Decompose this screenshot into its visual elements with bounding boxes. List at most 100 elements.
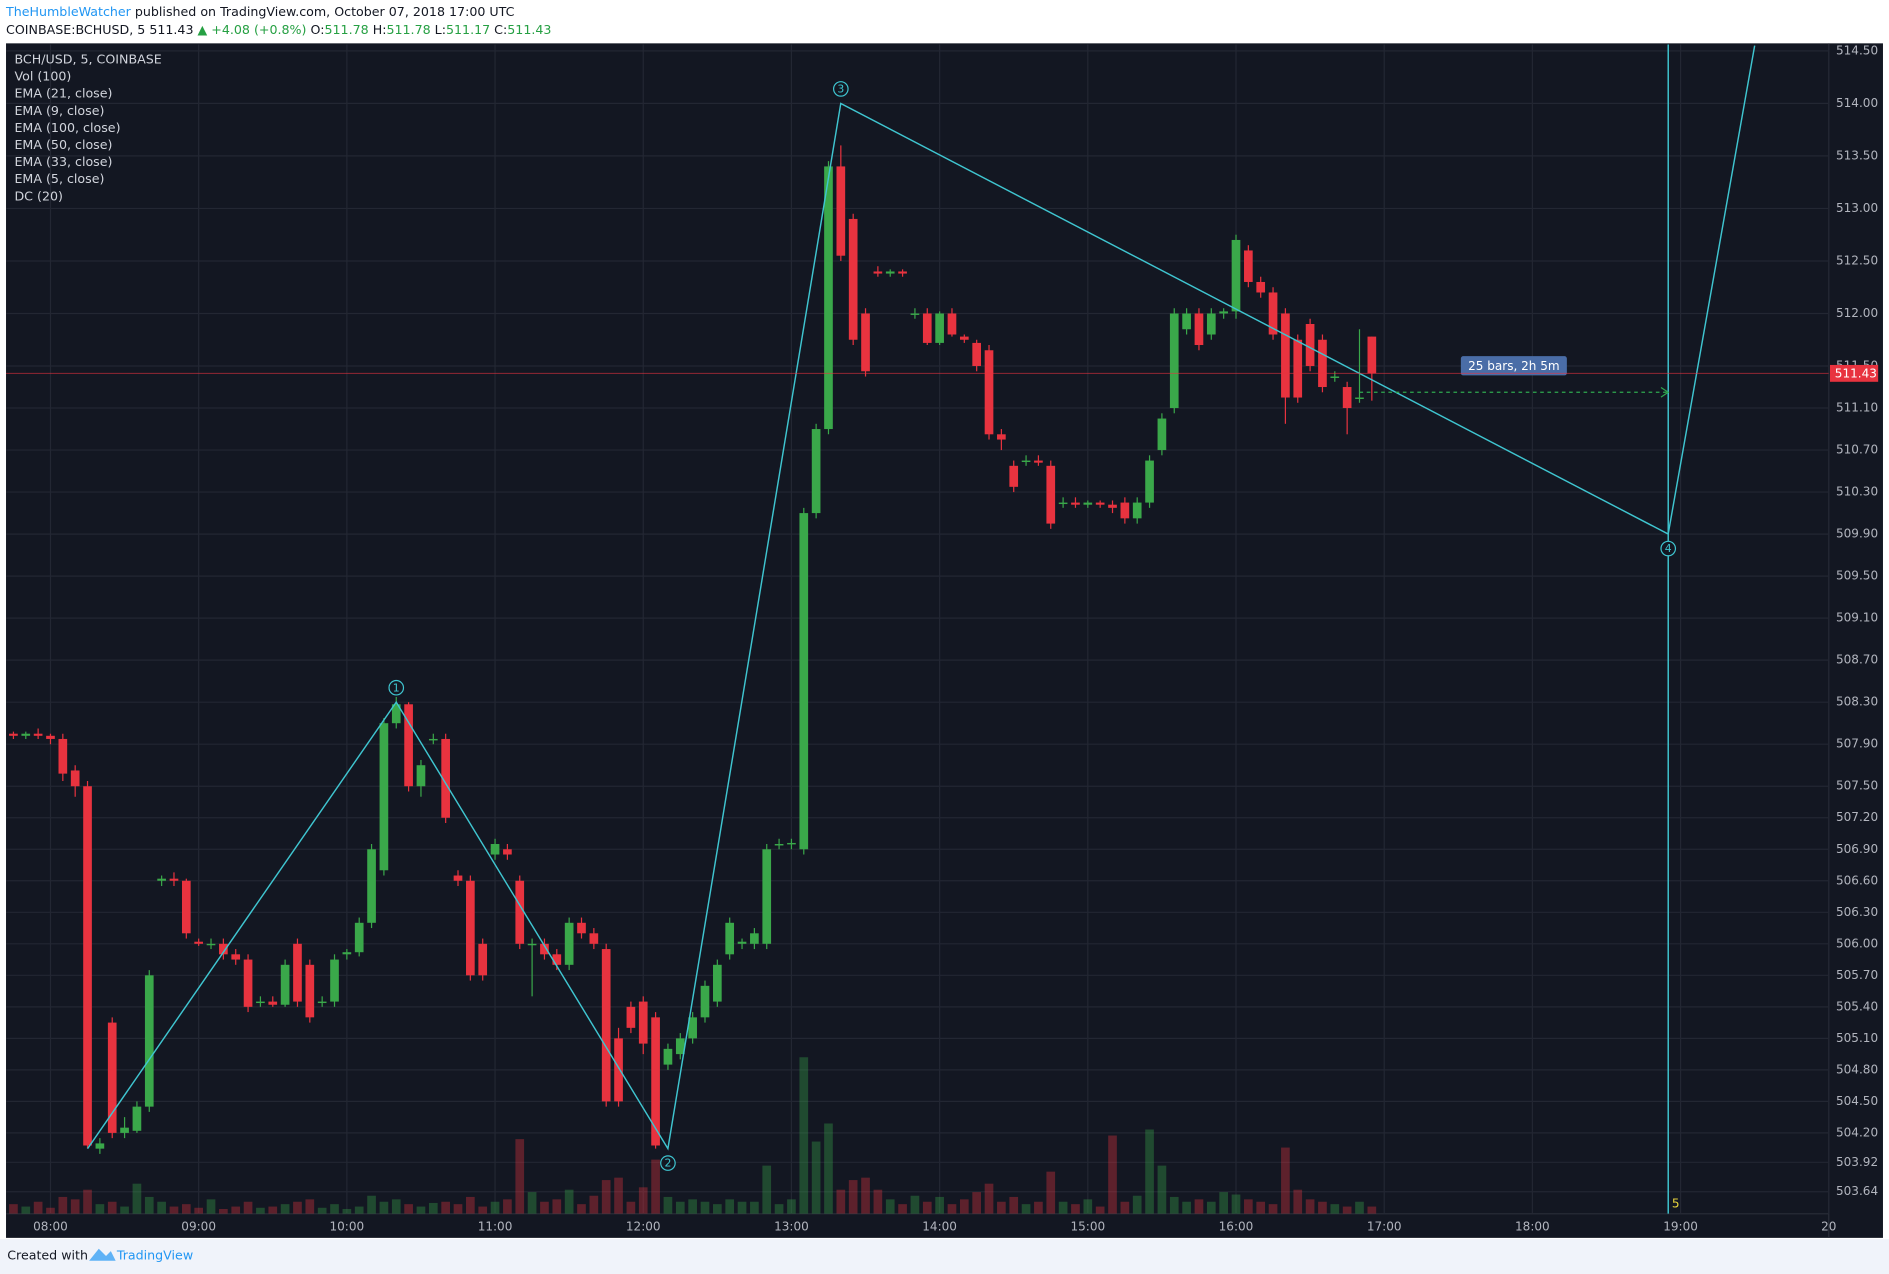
footer-brand[interactable]: TradingView — [116, 1247, 193, 1262]
volume-bar — [1145, 1129, 1154, 1214]
volume-bar — [638, 1187, 648, 1214]
x-tick-label: 17:00 — [1367, 1220, 1402, 1234]
candle-body — [873, 271, 883, 274]
candle-body — [453, 875, 463, 881]
volume-bar — [824, 1123, 833, 1214]
y-tick-label: 510.30 — [1836, 485, 1878, 499]
candle-body — [811, 429, 821, 514]
volume-bar — [21, 1206, 31, 1214]
indicator-label: EMA (5, close) — [14, 171, 104, 186]
candle-body — [317, 1001, 327, 1004]
candle-body — [428, 738, 438, 741]
volume-bar — [787, 1199, 796, 1214]
volume-bar — [1157, 1165, 1167, 1214]
footer-bar — [0, 1239, 1889, 1274]
candle-body — [910, 313, 920, 315]
volume-bar — [1355, 1201, 1364, 1214]
candle-body — [305, 964, 315, 1018]
y-tick-label: 507.90 — [1836, 737, 1878, 751]
candle-body — [1157, 418, 1167, 451]
y-tick-label: 504.80 — [1836, 1062, 1878, 1076]
y-tick-label: 507.50 — [1836, 779, 1878, 793]
axes: 514.50 514.00 513.50 513.00 512.50 512.00 511.… — [33, 43, 1879, 1234]
volume-bar — [1244, 1199, 1253, 1214]
x-tick-label: 08:00 — [33, 1220, 68, 1234]
volume-bar — [922, 1201, 932, 1214]
candle-body — [1367, 336, 1377, 374]
candle-body — [83, 786, 92, 1146]
candle-body — [157, 878, 166, 881]
candle-body — [1219, 311, 1228, 314]
volume-bar — [947, 1204, 957, 1214]
volume-bar — [293, 1201, 302, 1214]
volume-bar — [1342, 1206, 1352, 1214]
candle-body — [1194, 313, 1204, 346]
candle-body — [268, 1001, 278, 1005]
volume-bar — [688, 1199, 697, 1214]
candle-body — [1034, 460, 1043, 463]
volume-bar — [441, 1201, 450, 1214]
volume-bar — [231, 1206, 241, 1214]
volume-bar — [317, 1207, 327, 1214]
volume-bar — [243, 1201, 253, 1214]
y-tick-label: 509.90 — [1836, 527, 1878, 541]
volume-bar — [848, 1180, 858, 1214]
candle-body — [540, 943, 549, 955]
author[interactable]: TheHumbleWatcher — [5, 4, 132, 19]
volume-bar — [885, 1199, 895, 1214]
candle-body — [1169, 313, 1179, 409]
y-tick-label: 506.60 — [1836, 873, 1878, 887]
candle-body — [1244, 250, 1253, 282]
candle-body — [1182, 313, 1191, 330]
volume-bar — [503, 1199, 512, 1214]
candle-body — [280, 964, 290, 1005]
candle-body — [466, 880, 475, 976]
volume-bar — [132, 1183, 142, 1214]
grid — [6, 44, 1830, 1214]
volume-bar — [1182, 1201, 1191, 1214]
candle-body — [144, 975, 154, 1107]
candle-body — [663, 1048, 673, 1065]
volume-bar — [466, 1196, 475, 1214]
indicator-label: EMA (33, close) — [14, 154, 112, 169]
y-tick-label: 508.30 — [1836, 695, 1878, 709]
last-price-tag — [1829, 364, 1879, 382]
candle-body — [1231, 239, 1241, 312]
candle-body — [799, 513, 809, 850]
volume-bar — [428, 1202, 438, 1214]
ohlc-value: 511.78 — [324, 22, 368, 37]
x-tick-label: 15:00 — [1070, 1220, 1105, 1234]
volume-bar — [478, 1206, 488, 1214]
candle-body — [638, 1001, 648, 1044]
candle-body — [935, 313, 944, 343]
brand-logo — [89, 1248, 116, 1261]
y-tick-label: 506.00 — [1836, 936, 1878, 950]
candle-body — [354, 922, 364, 953]
header-line-1: TheHumbleWatcher published on TradingVie… — [5, 4, 515, 19]
volume-bar — [1231, 1194, 1241, 1214]
candle-body — [836, 166, 846, 256]
candle-body — [9, 733, 18, 736]
volume-bar — [157, 1201, 166, 1214]
vertical-line-label: 5 — [1672, 1197, 1680, 1211]
volume-bar — [898, 1204, 907, 1214]
x-tick-label: 09:00 — [181, 1220, 216, 1234]
published: published on TradingView.com, October 07… — [135, 4, 515, 19]
candle-body — [416, 765, 426, 787]
volume-bar — [1219, 1192, 1228, 1214]
candle-body — [737, 941, 747, 944]
indicator-label: EMA (50, close) — [14, 137, 112, 152]
candle-body — [21, 733, 31, 736]
volume-bar — [354, 1206, 364, 1214]
volume-bar — [367, 1195, 376, 1214]
measure-box — [1460, 356, 1567, 376]
volume-bar — [799, 1057, 809, 1214]
y-tick-label: 503.92 — [1836, 1155, 1878, 1169]
volume-bar — [774, 1204, 784, 1214]
candle-body — [243, 959, 253, 1007]
symbol: COINBASE:BCHUSD, 5 — [6, 22, 145, 37]
y-tick-label: 512.50 — [1836, 253, 1878, 267]
volume-bar — [1367, 1206, 1377, 1214]
measure-arrowhead — [1660, 386, 1670, 398]
